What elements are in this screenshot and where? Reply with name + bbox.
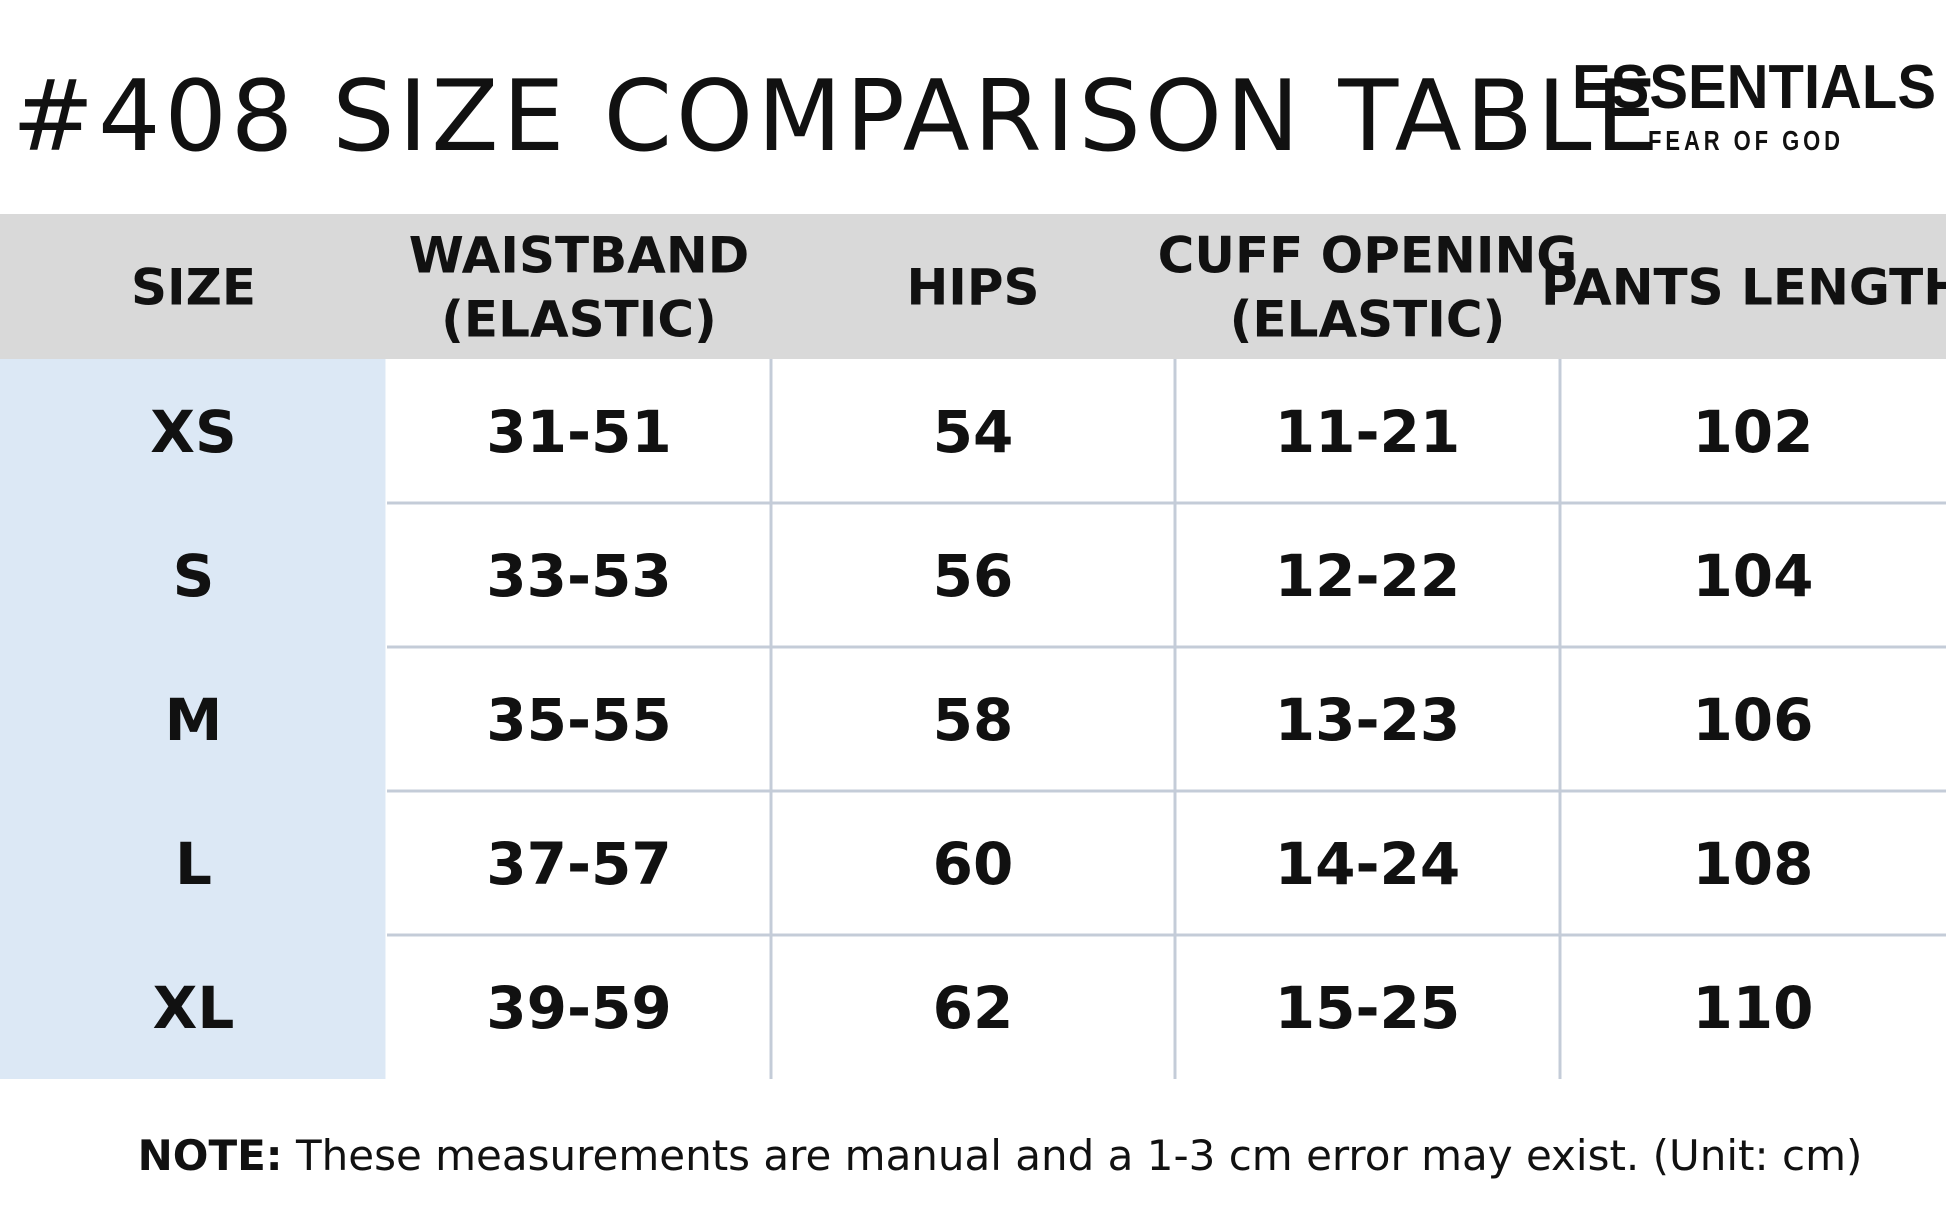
grid [385, 359, 1946, 1079]
cell-value: 106 [1692, 686, 1813, 754]
cell-value: 31-51 [486, 398, 672, 466]
column-header: HIPS [906, 259, 1039, 317]
cell-value: 15-25 [1275, 974, 1461, 1042]
column-header: (ELASTIC) [441, 291, 717, 349]
header-band [0, 214, 1946, 359]
cell-value: 35-55 [486, 686, 672, 754]
cell-value: 13-23 [1275, 686, 1461, 754]
cell-value: 60 [933, 830, 1014, 898]
cell-value: 54 [933, 398, 1014, 466]
size-label: L [175, 830, 212, 898]
size-label: XL [153, 974, 235, 1042]
size-label: S [173, 542, 215, 610]
cell-value: 39-59 [486, 974, 672, 1042]
cell-value: 14-24 [1275, 830, 1461, 898]
cell-value: 104 [1692, 542, 1813, 610]
cell-value: 102 [1692, 398, 1813, 466]
cell-value: 110 [1692, 974, 1813, 1042]
cell-value: 58 [933, 686, 1014, 754]
cell-value: 62 [933, 974, 1014, 1042]
note: NOTE: These measurements are manual and … [138, 1131, 1863, 1180]
note-label: NOTE: [138, 1131, 283, 1180]
cell-value: 11-21 [1275, 398, 1461, 466]
size-label: XS [150, 398, 237, 466]
column-header: PANTS LENGTH [1541, 259, 1946, 317]
column-header: SIZE [131, 259, 256, 317]
column-header: CUFF OPENING [1158, 227, 1578, 285]
title: #408 SIZE COMPARISON TABLE [12, 60, 1661, 174]
size-label: M [165, 686, 223, 754]
cell-value: 56 [933, 542, 1014, 610]
cell-value: 37-57 [486, 830, 672, 898]
brand: ESSENTIALS [1572, 53, 1936, 122]
cell-value: 12-22 [1275, 542, 1461, 610]
brand-sub: FEAR OF GOD [1648, 125, 1844, 156]
column-header: (ELASTIC) [1230, 291, 1506, 349]
cell-value: 108 [1692, 830, 1813, 898]
size-column-band [0, 359, 387, 1079]
column-header: WAISTBAND [409, 227, 749, 285]
cell-value: 33-53 [486, 542, 672, 610]
note-text: These measurements are manual and a 1-3 … [295, 1131, 1862, 1180]
cells: SIZE WAISTBAND (ELASTIC) HIPS CUFF OPENING (E… [131, 227, 1946, 1043]
